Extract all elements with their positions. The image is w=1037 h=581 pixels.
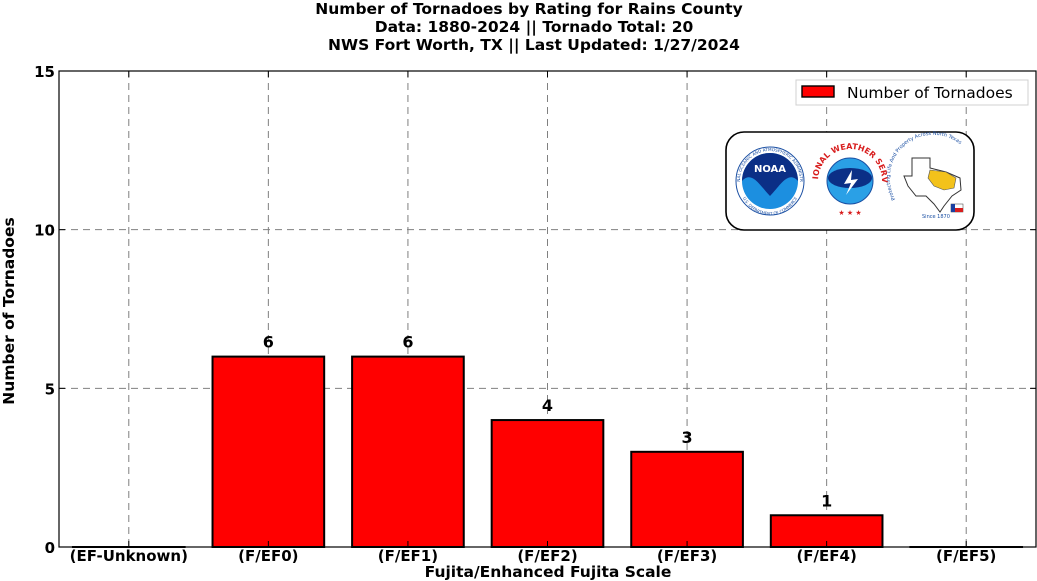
y-tick-label: 5 <box>45 380 55 398</box>
bar-value-label: 3 <box>682 428 693 447</box>
nws-stars-icon: ★ ★ ★ <box>838 209 861 217</box>
x-tick-label: (F/EF4) <box>796 547 856 565</box>
noaa-logo-text: NOAA <box>754 164 786 175</box>
x-tick-label: (EF-Unknown) <box>70 547 188 565</box>
bar-value-label: 6 <box>402 333 413 352</box>
plot-frame <box>58 70 1037 548</box>
bars <box>71 355 1024 549</box>
chart-title-line-2: Data: 1880-2024 || Tornado Total: 20 <box>375 18 694 37</box>
y-tick-label: 0 <box>45 539 55 557</box>
chart-title: Number of Tornadoes by Rating for Rains … <box>315 0 742 55</box>
x-tick-labels: (EF-Unknown) (F/EF0) (F/EF1) (F/EF2) (F/EF3)… <box>70 71 996 565</box>
legend-swatch <box>801 85 835 98</box>
fwd-since-text: Since 1870 <box>922 214 950 220</box>
x-tick-label: (F/EF0) <box>238 547 298 565</box>
north-texas-region-icon <box>927 169 957 191</box>
data-labels: 6 6 4 3 1 <box>263 333 832 511</box>
legend: Number of Tornadoes <box>795 79 1029 106</box>
bar <box>351 355 465 548</box>
chart-title-line-3: NWS Fort Worth, TX || Last Updated: 1/27… <box>328 36 740 55</box>
legend-label: Number of Tornadoes <box>847 84 1013 102</box>
bar <box>490 419 605 549</box>
x-tick-label: (F/EF3) <box>657 547 717 565</box>
noaa-gull-icon <box>742 153 798 196</box>
x-tick-label: (F/EF1) <box>378 547 438 565</box>
y-tick-label: 15 <box>34 63 55 81</box>
bar-value-label: 4 <box>542 396 553 415</box>
texas-flag-blue-icon <box>951 204 955 212</box>
nws-lightning-icon <box>844 170 858 195</box>
bar-value-label: 6 <box>263 333 274 352</box>
texas-map-icon <box>903 157 962 213</box>
texas-flag-red-icon <box>955 208 963 212</box>
x-axis-label: Fujita/Enhanced Fujita Scale <box>425 563 672 581</box>
x-tick-label: (F/EF5) <box>936 547 996 565</box>
bar <box>211 355 326 548</box>
y-axis-label: Number of Tornadoes <box>0 217 18 404</box>
chart-title-line-1: Number of Tornadoes by Rating for Rains … <box>315 0 742 18</box>
y-tick-label: 10 <box>34 222 55 240</box>
x-tick-label: (F/EF2) <box>517 547 577 565</box>
bar-value-label: 1 <box>821 491 832 510</box>
bar <box>630 450 744 548</box>
